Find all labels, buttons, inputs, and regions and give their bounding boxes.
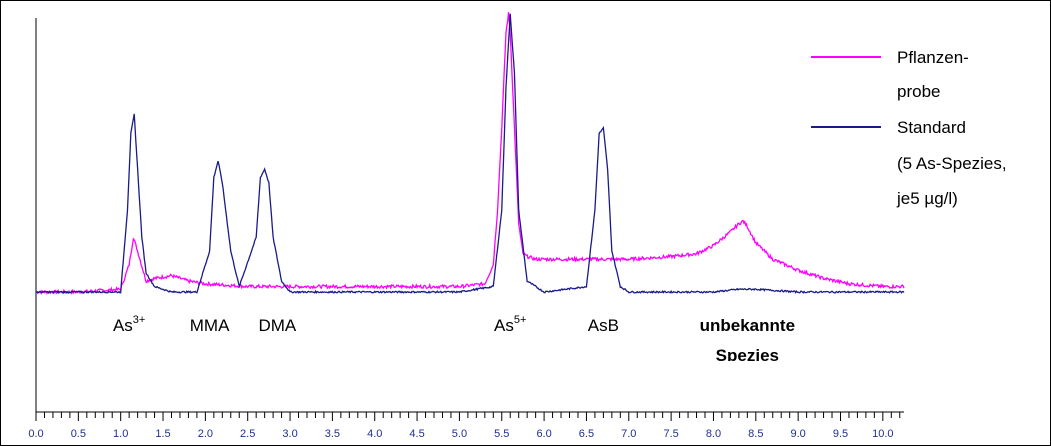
x-tick-label: 2.5 [240, 428, 255, 440]
unknown-species-line: Spezies [716, 346, 779, 365]
x-tick-label: 0.0 [28, 428, 43, 440]
legend-label: probe [897, 82, 940, 101]
x-tick-label: 4.5 [409, 428, 424, 440]
legend-label: je5 µg/l) [896, 189, 958, 208]
peak-label: DMA [258, 316, 296, 335]
peak-label: AsB [588, 316, 619, 335]
x-tick-label: 9.5 [833, 428, 848, 440]
series-group [35, 12, 905, 295]
peak-label: MMA [190, 316, 230, 335]
x-tick-label: 1.5 [155, 428, 170, 440]
x-tick-label: 0.5 [71, 428, 86, 440]
x-tick-label: 3.5 [325, 428, 340, 440]
axes: 0.0 0.5 1.0 1.5 2.0 2.5 3.0 3.5 4.0 4.5 5.0 5.5 6.0 6… [28, 18, 904, 440]
x-tick-label: 5.5 [494, 428, 509, 440]
legend-label: Standard [897, 118, 966, 137]
x-tick-label: 7.0 [621, 428, 636, 440]
peak-label: As3+ [113, 314, 145, 335]
x-tick-label: 10.0 [872, 428, 893, 440]
x-tick-label: 8.5 [748, 428, 763, 440]
x-tick-label: 8.0 [706, 428, 721, 440]
series-pflanzenprobe-line [35, 12, 905, 295]
x-tick-label: 1.0 [113, 428, 128, 440]
peak-labels: As3+ MMA DMA As5+ AsB unbekannte Spezies [113, 314, 795, 365]
legend: Pflanzen-probe Standard (5 As-Spezies, je5… [811, 48, 1007, 208]
x-tick-label: 9.0 [790, 428, 805, 440]
peak-label: As5+ [494, 314, 526, 335]
legend-label: Pflanzen- [897, 48, 969, 67]
x-tick-label: 6.0 [536, 428, 551, 440]
x-tick-label: 3.0 [282, 428, 297, 440]
x-tick-label: 5.0 [452, 428, 467, 440]
x-tick-label: 2.0 [198, 428, 213, 440]
x-tick-label: 6.5 [579, 428, 594, 440]
legend-label: (5 As-Spezies, [897, 154, 1007, 173]
x-tick-label: 4.0 [367, 428, 382, 440]
unknown-species-line: unbekannte [700, 316, 795, 335]
series-standard-line [35, 13, 905, 295]
unknown-species-label: unbekannte Spezies [700, 316, 795, 365]
x-tick-label: 7.5 [663, 428, 678, 440]
